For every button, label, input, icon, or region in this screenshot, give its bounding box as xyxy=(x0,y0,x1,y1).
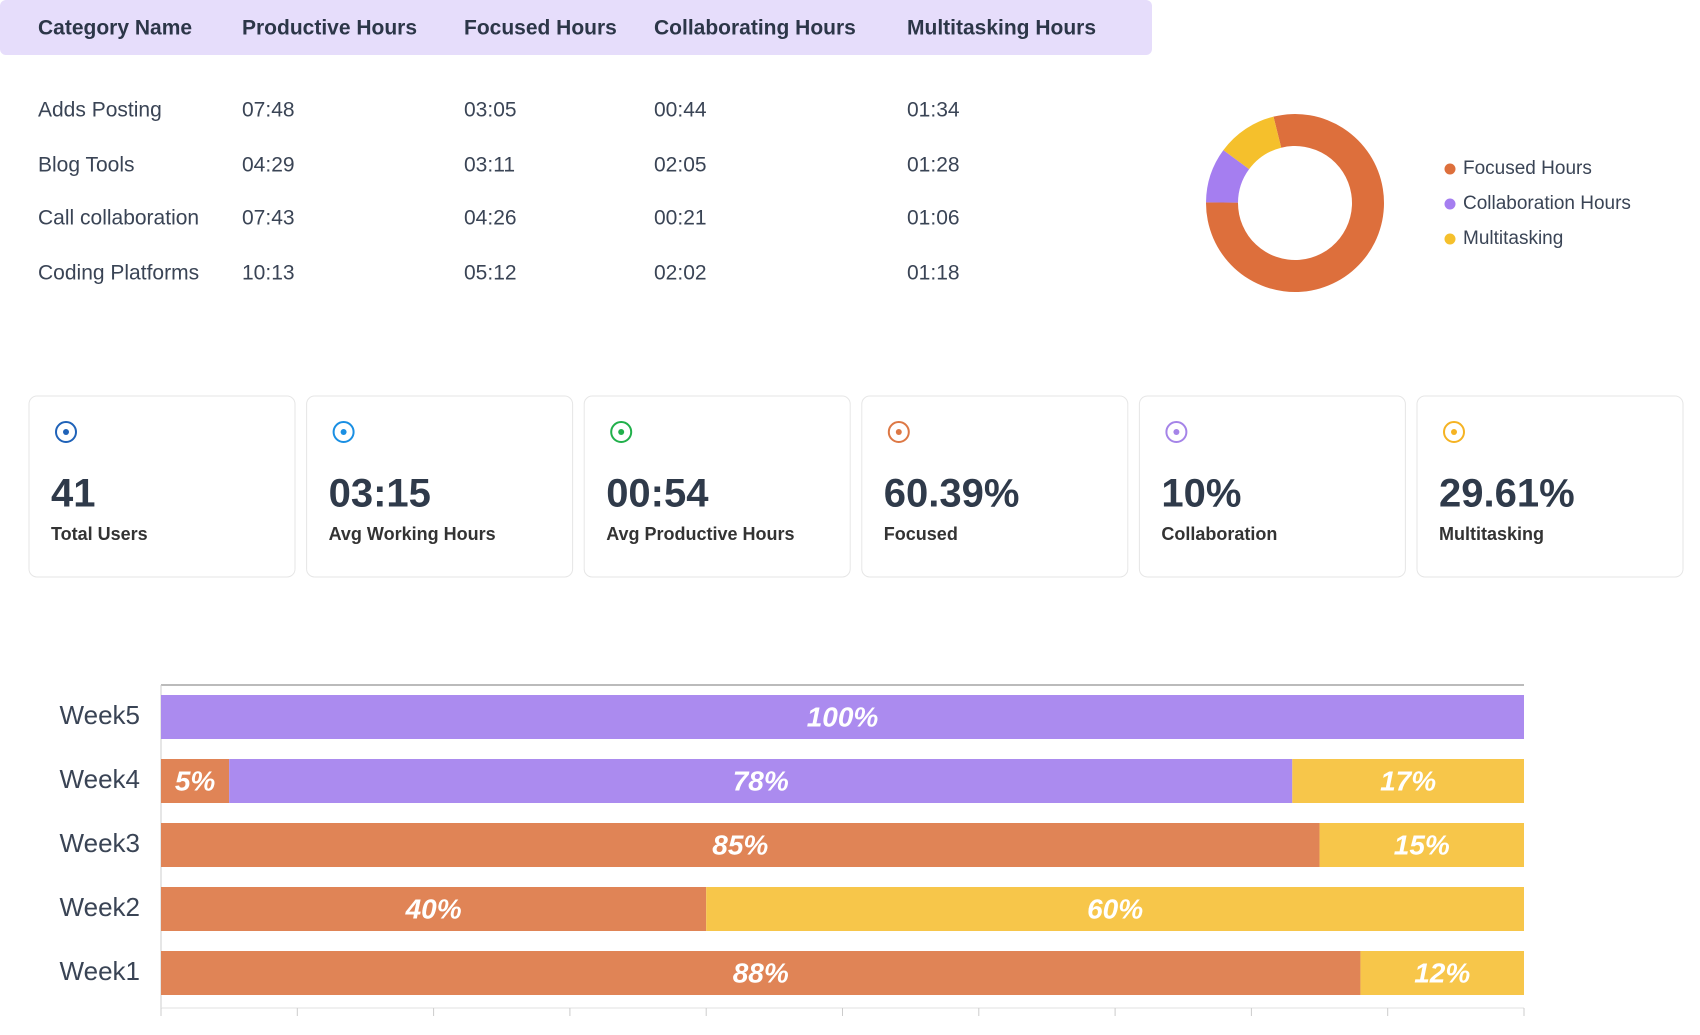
legend-marker xyxy=(1444,163,1456,175)
legend-marker xyxy=(1444,233,1456,245)
bar-value-label: 100% xyxy=(807,701,879,732)
table-cell: 04:29 xyxy=(242,154,295,177)
y-tick-label: Week4 xyxy=(60,764,140,794)
table-cell: 02:05 xyxy=(654,154,707,177)
card-value: 03:15 xyxy=(329,472,431,516)
table-cell: Call collaboration xyxy=(38,207,199,230)
table-cell: 02:02 xyxy=(654,262,707,285)
table-cell: 03:05 xyxy=(464,99,517,122)
table-header-cell: Multitasking Hours xyxy=(907,17,1096,40)
bar-segment xyxy=(1360,951,1524,995)
table-cell: 01:28 xyxy=(907,154,960,177)
card-icon-dot xyxy=(340,429,347,435)
donut-segment xyxy=(1206,114,1384,293)
bar-value-label: 15% xyxy=(1394,829,1450,860)
card-icon xyxy=(887,421,910,443)
bar-segment xyxy=(161,759,230,803)
bar-segment xyxy=(229,759,1293,803)
table-cell: 07:48 xyxy=(242,99,295,122)
card-icon xyxy=(55,421,77,443)
legend-label: Multitasking xyxy=(1463,228,1563,249)
bar-value-label: 17% xyxy=(1380,765,1436,796)
bar-value-label: 85% xyxy=(712,829,768,860)
bar-segment xyxy=(1292,759,1524,803)
card xyxy=(1138,395,1406,578)
card xyxy=(28,395,296,578)
card-icon-dot xyxy=(1451,429,1457,435)
bar-value-label: 60% xyxy=(1087,893,1143,924)
card-label: Total Users xyxy=(51,524,148,544)
bar-segment xyxy=(161,823,1320,867)
card-icon-dot xyxy=(895,429,902,435)
table-cell: 01:18 xyxy=(907,262,960,285)
table-cell: Coding Platforms xyxy=(38,262,199,285)
card-label: Avg Productive Hours xyxy=(606,524,794,544)
table-header-cell: Focused Hours xyxy=(464,17,617,40)
card-icon xyxy=(610,421,633,443)
card-icon-dot xyxy=(1173,429,1180,435)
bar-value-label: 5% xyxy=(175,765,216,796)
table-cell: 03:11 xyxy=(464,154,515,177)
table-header-cell: Productive Hours xyxy=(242,17,417,40)
card-value: 00:54 xyxy=(606,472,709,516)
table-cell: Blog Tools xyxy=(38,154,135,177)
table-cell: Adds Posting xyxy=(38,99,162,122)
card-icon xyxy=(332,421,355,443)
bar-segment xyxy=(161,951,1361,995)
card-label: Focused xyxy=(884,524,958,544)
y-tick-label: Week5 xyxy=(60,700,140,730)
donut-segment xyxy=(1206,150,1250,203)
bar-segment xyxy=(706,887,1524,931)
table-header-cell: Category Name xyxy=(38,17,192,40)
table-cell: 04:26 xyxy=(464,207,517,230)
table-header-bg xyxy=(0,0,1152,55)
card xyxy=(1416,395,1684,578)
y-tick-label: Week1 xyxy=(60,956,140,986)
table-cell: 00:21 xyxy=(654,207,707,230)
y-tick-label: Week2 xyxy=(60,892,140,922)
bar-value-label: 88% xyxy=(733,957,789,988)
bar-segment xyxy=(161,695,1524,739)
card-value: 41 xyxy=(51,472,96,516)
table-cell: 01:06 xyxy=(907,207,960,230)
card-icon xyxy=(1165,421,1188,443)
card-value: 29.61% xyxy=(1439,472,1575,516)
card-icon-dot xyxy=(618,429,625,435)
card-value: 60.39% xyxy=(884,472,1020,516)
legend-label: Focused Hours xyxy=(1463,158,1592,179)
table-header-cell: Collaborating Hours xyxy=(654,17,856,40)
table-cell: 01:34 xyxy=(907,99,960,122)
bar-segment xyxy=(161,887,707,931)
card xyxy=(583,395,851,578)
y-tick-label: Week3 xyxy=(60,828,140,858)
donut-segment xyxy=(1223,116,1282,170)
card-label: Avg Working Hours xyxy=(329,524,496,544)
card-label: Multitasking xyxy=(1439,524,1544,544)
table-cell: 00:44 xyxy=(654,99,707,122)
card xyxy=(861,395,1129,578)
card-label: Collaboration xyxy=(1161,524,1277,544)
legend-marker xyxy=(1444,198,1456,210)
legend-label: Collaboration Hours xyxy=(1463,193,1631,214)
bar-value-label: 40% xyxy=(405,893,462,924)
bar-value-label: 12% xyxy=(1414,957,1470,988)
card-value: 10% xyxy=(1161,472,1241,516)
card-icon xyxy=(1443,421,1465,443)
bar-value-label: 78% xyxy=(733,765,789,796)
card-icon-dot xyxy=(63,429,69,435)
card xyxy=(306,395,574,578)
table-cell: 10:13 xyxy=(242,262,295,285)
bar-segment xyxy=(1319,823,1524,867)
table-cell: 05:12 xyxy=(464,262,517,285)
table-cell: 07:43 xyxy=(242,207,295,230)
